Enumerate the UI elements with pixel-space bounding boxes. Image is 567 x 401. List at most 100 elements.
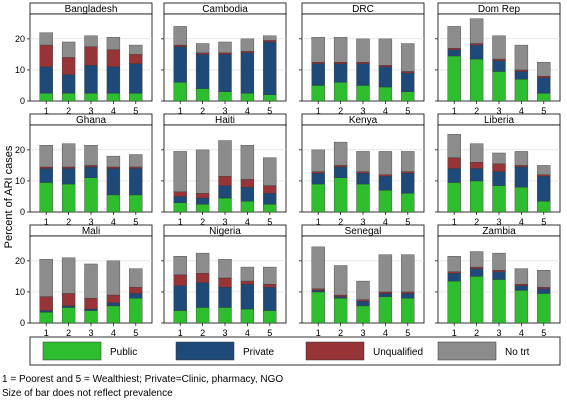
bar-segment-public	[378, 190, 393, 213]
bar-segment-public	[61, 183, 76, 213]
bar-segment-private	[356, 63, 370, 86]
bar-segment-no-trt	[378, 151, 393, 175]
bar-segment-unqualified	[39, 44, 53, 67]
bar-segment-unqualified	[469, 266, 484, 269]
bar-segment-no-trt	[469, 251, 484, 268]
bar-segment-no-trt	[333, 265, 348, 296]
bar-segment-public	[311, 183, 325, 213]
bar-segment-private	[129, 293, 143, 299]
bar-segment-unqualified	[492, 163, 506, 172]
bar-segment-private	[492, 171, 506, 186]
bar-segment-private	[173, 285, 187, 311]
panel-title: Zambia	[482, 226, 516, 237]
panel-title: Haiti	[215, 115, 235, 126]
bar-segment-private	[537, 77, 551, 94]
bar-segment-unqualified	[514, 283, 529, 286]
x-tick-label: 2	[474, 217, 479, 227]
panel-cambodia: Cambodia 1 2 3 4 5	[161, 2, 287, 116]
x-tick-label: 3	[88, 106, 93, 116]
bar-segment-no-trt	[39, 32, 53, 46]
bar-segment-private	[401, 72, 415, 92]
bar-segment-unqualified	[218, 52, 232, 55]
bar-segment-unqualified	[311, 288, 325, 291]
bar-segment-public	[514, 290, 529, 324]
x-tick-label: 2	[66, 217, 71, 227]
bar-segment-public	[240, 93, 255, 102]
bar-segment-private	[39, 66, 53, 94]
bar-segment-no-trt	[401, 43, 415, 72]
panel-zambia: Zambia 1 2 3 4 5	[435, 224, 561, 338]
bar-segment-private	[263, 287, 277, 311]
x-tick-label: 4	[111, 328, 116, 338]
bar-segment-unqualified	[492, 270, 506, 272]
bar-segment-unqualified	[129, 54, 143, 64]
bar-segment-public	[356, 85, 370, 102]
bar-segment-public	[218, 307, 232, 324]
bar-segment-public	[173, 202, 187, 213]
x-tick-label: 5	[133, 106, 138, 116]
bar-segment-no-trt	[39, 145, 53, 168]
bar-segment-no-trt	[311, 246, 325, 289]
bar-segment-public	[469, 276, 484, 324]
x-tick-label: 1	[316, 328, 321, 338]
bar-segment-unqualified	[469, 162, 484, 169]
x-tick-label: 5	[267, 106, 272, 116]
x-tick-label: 1	[178, 106, 183, 116]
bar-segment-no-trt	[129, 268, 143, 288]
bar-segment-unqualified	[311, 61, 325, 64]
bar-segment-unqualified	[492, 58, 506, 61]
bar-segment-unqualified	[447, 157, 461, 169]
bar-segment-no-trt	[129, 154, 143, 168]
x-tick-label: 5	[541, 328, 546, 338]
bar-segment-public	[447, 55, 461, 102]
x-tick-label: 1	[44, 217, 49, 227]
bar-segment-unqualified	[84, 297, 98, 310]
bar-segment-unqualified	[195, 273, 210, 283]
bar-segment-no-trt	[356, 38, 370, 63]
bar-segment-no-trt	[218, 140, 232, 177]
x-tick-label: 4	[111, 106, 116, 116]
bar-segment-private	[447, 49, 461, 57]
bar-segment-no-trt	[61, 143, 76, 168]
x-tick-label: 1	[44, 106, 49, 116]
bar-segment-private	[195, 54, 210, 89]
bar-segment-no-trt	[61, 41, 76, 58]
bar-segment-private	[378, 293, 393, 297]
x-tick-label: 3	[222, 106, 227, 116]
bar-segment-private	[311, 290, 325, 293]
y-axis-label: Percent of ARI cases	[3, 145, 15, 248]
bar-segment-public	[106, 305, 121, 324]
bar-segment-public	[401, 297, 415, 324]
bar-segment-no-trt	[492, 252, 506, 271]
x-tick-label: 3	[222, 217, 227, 227]
bar-segment-unqualified	[106, 49, 121, 67]
bar-segment-private	[218, 185, 232, 199]
bar-segment-unqualified	[311, 171, 325, 174]
bar-segment-public	[240, 308, 255, 324]
bar-segment-public	[447, 280, 461, 324]
x-tick-label: 2	[338, 106, 343, 116]
bar-segment-unqualified	[263, 40, 277, 43]
bar-segment-no-trt	[469, 18, 484, 44]
bar-segment-private	[129, 168, 143, 196]
bar-segment-unqualified	[447, 48, 461, 50]
x-tick-label: 5	[133, 217, 138, 227]
bar-segment-unqualified	[106, 294, 121, 303]
legend-label-no-trt: No trt	[505, 347, 530, 358]
bar-segment-unqualified	[129, 166, 143, 169]
bar-segment-no-trt	[514, 268, 529, 285]
bar-segment-unqualified	[356, 299, 370, 302]
bar-segment-no-trt	[195, 252, 210, 274]
bar-segment-no-trt	[378, 254, 393, 293]
bar-segment-private	[195, 197, 210, 205]
bar-segment-private	[447, 273, 461, 282]
bar-segment-unqualified	[378, 291, 393, 294]
bar-segment-public	[492, 185, 506, 213]
bar-segment-no-trt	[240, 145, 255, 180]
bar-segment-unqualified	[240, 280, 255, 285]
bar-segment-public	[195, 307, 210, 324]
x-tick-label: 4	[383, 106, 388, 116]
bar-segment-private	[378, 176, 393, 191]
y-tick-label: 0	[20, 318, 25, 328]
legend-label-public: Public	[110, 347, 137, 358]
